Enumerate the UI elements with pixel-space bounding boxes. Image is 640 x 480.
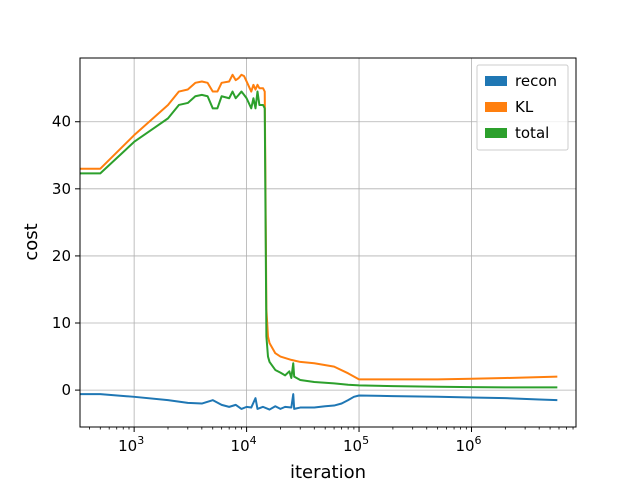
legend-swatch-recon xyxy=(485,76,507,86)
y-tick-label: 0 xyxy=(61,381,71,399)
y-tick-label: 40 xyxy=(52,113,71,131)
legend-label-recon: recon xyxy=(515,72,557,90)
x-tick-label: 106 xyxy=(455,434,481,455)
axes-frame xyxy=(79,57,577,428)
x-axis-label: iteration xyxy=(290,462,366,480)
legend-label-total: total xyxy=(515,124,549,142)
y-tick-label: 10 xyxy=(52,314,71,332)
x-axis-ticks: 103 104 105 106 xyxy=(88,427,574,455)
y-tick-label: 30 xyxy=(52,180,71,198)
series-line-recon xyxy=(80,393,558,411)
plot-lines xyxy=(80,73,558,411)
y-axis-ticks: 0 10 20 30 40 xyxy=(52,113,80,399)
x-tick-label: 104 xyxy=(231,434,257,455)
series-line-KL xyxy=(80,73,558,381)
legend: recon KL total xyxy=(476,64,569,151)
series-line-total xyxy=(80,90,558,389)
legend-swatch-total xyxy=(485,128,507,138)
y-tick-label: 20 xyxy=(52,247,71,265)
legend-swatch-KL xyxy=(485,102,507,112)
legend-label-KL: KL xyxy=(515,98,534,116)
x-tick-label: 103 xyxy=(118,434,144,455)
x-tick-label: 105 xyxy=(343,434,369,455)
y-axis-label: cost xyxy=(21,223,42,260)
